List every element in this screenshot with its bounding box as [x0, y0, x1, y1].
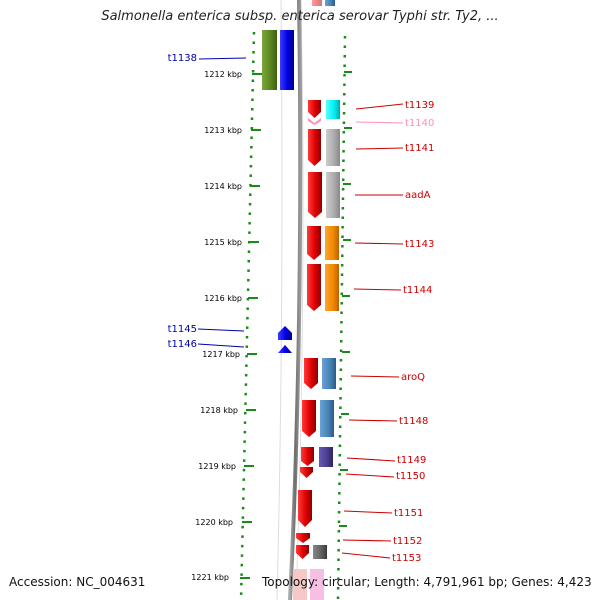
- gene-aroQ[interactable]: [304, 358, 336, 389]
- ruler-tick-label: 1219 kbp: [198, 462, 236, 471]
- gene-label[interactable]: t1150: [396, 471, 425, 482]
- gene-label[interactable]: t1148: [399, 416, 428, 427]
- gene-label[interactable]: t1138: [168, 53, 197, 64]
- gene-t1138[interactable]: [262, 30, 294, 90]
- ruler-tick-label: 1217 kbp: [202, 350, 240, 359]
- gene-arrow: [307, 264, 321, 311]
- gene-arrow: [308, 100, 321, 118]
- gene-block: [320, 400, 334, 437]
- gene-t1148[interactable]: [302, 400, 334, 437]
- ruler-tick: 1216 kbp: [204, 294, 258, 303]
- gene-label[interactable]: t1146: [168, 339, 197, 350]
- gene-t1150[interactable]: [300, 467, 313, 478]
- gene-block: [325, 226, 339, 260]
- gene-block: [326, 172, 340, 218]
- forward-label-leaders: [341, 103, 404, 559]
- gene-arrow: [300, 467, 313, 478]
- gene-arrow: [307, 226, 321, 260]
- ruler-tick: 1219 kbp: [198, 462, 254, 471]
- forward-gene-labels: t1139 t1140 t1141 aadA t1143 t1144 aroQ …: [392, 100, 434, 564]
- gene-t1140[interactable]: [308, 118, 321, 125]
- gene-partial-top: [312, 0, 322, 6]
- ruler-tick-label: 1212 kbp: [204, 70, 242, 79]
- gene-block: [319, 447, 333, 467]
- gene-label[interactable]: t1152: [393, 536, 422, 547]
- kbp-ruler: 1212 kbp 1213 kbp 1214 kbp 1215 kbp 1216…: [191, 70, 262, 582]
- gene-label[interactable]: t1153: [392, 553, 421, 564]
- gene-arrow: [308, 129, 321, 166]
- accession-info: Accession: NC_004631: [9, 575, 146, 589]
- gene-t1151[interactable]: [298, 490, 312, 527]
- gene-label[interactable]: aadA: [405, 190, 431, 201]
- gene-block: [325, 264, 339, 311]
- ruler-tick: 1213 kbp: [204, 126, 261, 135]
- gene-arrow: [296, 545, 309, 559]
- inner-ruler-ticks: [339, 71, 352, 527]
- ruler-tick-label: 1221 kbp: [191, 573, 229, 582]
- gene-partial-bottom: [293, 569, 307, 600]
- ruler-tick: 1218 kbp: [200, 406, 256, 415]
- gene-arrow: [296, 533, 310, 543]
- gene-t1143[interactable]: [307, 226, 339, 260]
- gene-t1149[interactable]: [301, 447, 333, 467]
- gene-arrow: [298, 490, 312, 527]
- gene-block: [262, 30, 277, 90]
- ruler-tick-label: 1214 kbp: [204, 182, 242, 191]
- genome-title: Salmonella enterica subsp. enterica sero…: [101, 9, 499, 24]
- gene-t1153[interactable]: [296, 545, 327, 559]
- ruler-tick-label: 1216 kbp: [204, 294, 242, 303]
- gene-arrow: [308, 172, 322, 218]
- ruler-tick-label: 1220 kbp: [195, 518, 233, 527]
- gene-t1145[interactable]: [278, 326, 292, 340]
- gene-t1152[interactable]: [296, 533, 310, 543]
- topology-info: Topology: circular; Length: 4,791,961 bp…: [262, 575, 592, 589]
- gene-arrow: [304, 358, 318, 389]
- gene-block: [280, 30, 294, 90]
- gene-partial-top: [325, 0, 335, 6]
- reverse-label-leaders: [197, 57, 247, 348]
- ruler-tick: 1220 kbp: [195, 518, 252, 527]
- gene-label[interactable]: t1139: [405, 100, 434, 111]
- gene-label[interactable]: t1144: [403, 285, 432, 296]
- gene-label[interactable]: aroQ: [401, 372, 425, 383]
- genome-backbone: [288, 0, 303, 600]
- ruler-tick: 1212 kbp: [204, 70, 262, 79]
- gene-t1141[interactable]: [308, 129, 340, 166]
- ruler-tick: 1215 kbp: [204, 238, 259, 247]
- ruler-tick: 1217 kbp: [202, 350, 257, 359]
- ruler-tick: 1214 kbp: [204, 182, 260, 191]
- gene-arrow: [308, 118, 321, 125]
- gene-block: [322, 358, 336, 389]
- scale-dotted-line-left: [239, 31, 256, 600]
- gene-t1139[interactable]: [308, 100, 340, 119]
- gene-t1146[interactable]: [278, 345, 292, 353]
- gene-t1144[interactable]: [307, 264, 339, 311]
- gene-label[interactable]: t1151: [394, 508, 423, 519]
- gene-label[interactable]: t1145: [168, 324, 197, 335]
- gene-block: [326, 129, 340, 166]
- gene-block: [326, 100, 340, 119]
- ruler-tick-label: 1218 kbp: [200, 406, 238, 415]
- gene-arrow: [278, 326, 292, 340]
- scale-dotted-line-right: [336, 35, 347, 600]
- reverse-gene-labels: t1138 t1145 t1146: [168, 53, 197, 350]
- gene-block: [313, 545, 327, 559]
- gene-label[interactable]: t1143: [405, 239, 434, 250]
- gene-partial-bottom: [310, 569, 324, 600]
- ruler-tick-label: 1215 kbp: [204, 238, 242, 247]
- gene-arrow: [278, 345, 292, 353]
- gene-aadA[interactable]: [308, 172, 340, 218]
- gene-label[interactable]: t1149: [397, 455, 426, 466]
- gene-label[interactable]: t1140: [405, 118, 434, 129]
- ruler-tick: 1221 kbp: [191, 573, 250, 582]
- gene-arrow: [301, 447, 314, 466]
- gene-label[interactable]: t1141: [405, 143, 434, 154]
- gene-arrow: [302, 400, 316, 437]
- ruler-tick-label: 1213 kbp: [204, 126, 242, 135]
